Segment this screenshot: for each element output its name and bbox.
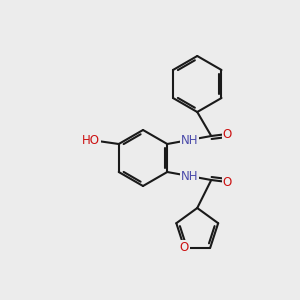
- Text: NH: NH: [181, 134, 198, 146]
- Text: HO: HO: [82, 134, 100, 146]
- Text: O: O: [223, 128, 232, 140]
- Text: O: O: [180, 241, 189, 254]
- Text: NH: NH: [181, 169, 198, 182]
- Text: O: O: [223, 176, 232, 188]
